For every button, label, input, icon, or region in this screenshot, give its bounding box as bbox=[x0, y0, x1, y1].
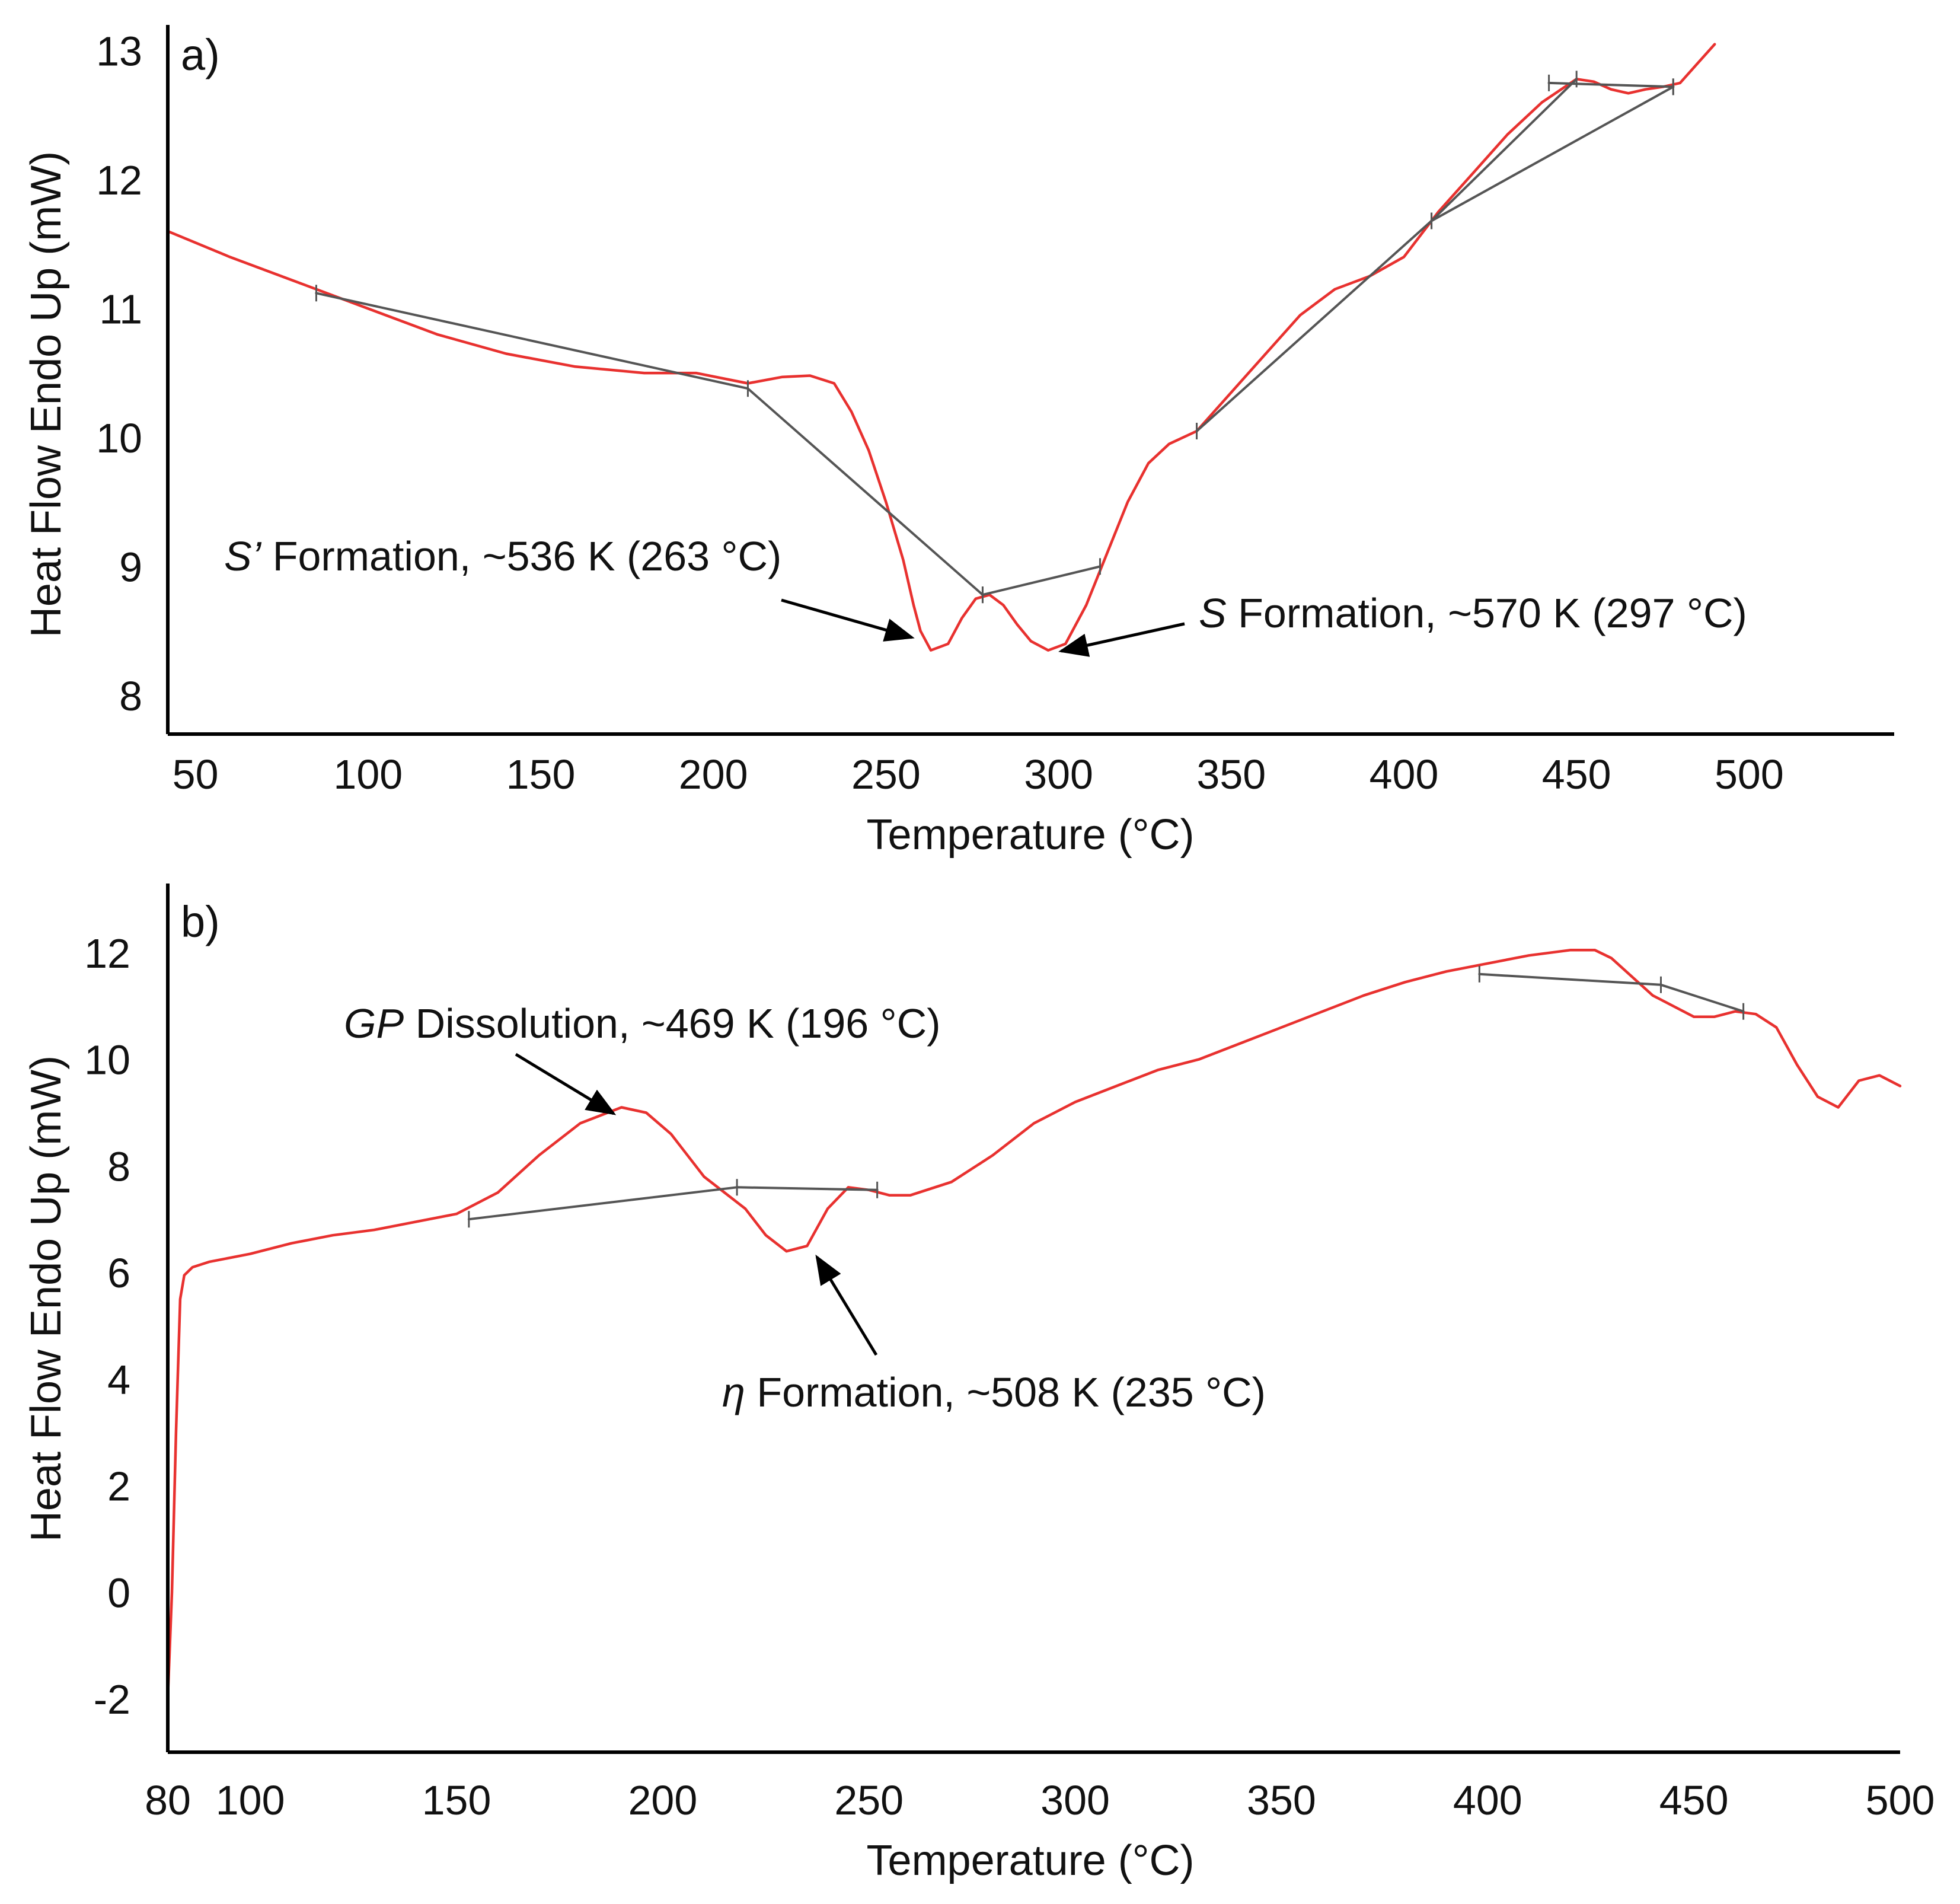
annotation-s-prime-formation: S’ Formation, ~536 K (263 °C) bbox=[224, 533, 781, 579]
panel-a-dsc-curve bbox=[166, 43, 1716, 652]
panel-a-x-tick-label: 200 bbox=[679, 751, 748, 798]
panel-b-x-axis-label: Temperature (°C) bbox=[867, 1837, 1195, 1884]
panel-b-y-tick-label: 12 bbox=[84, 930, 130, 977]
panel-a-x-tick-label: 100 bbox=[333, 751, 403, 798]
annotation-gp-symbol: GP bbox=[344, 1000, 404, 1047]
panel-b-label: b) bbox=[181, 897, 220, 946]
panel-a-y-tick-label: 11 bbox=[99, 286, 142, 332]
panel-a-x-tick-label: 150 bbox=[506, 751, 576, 798]
annotation-s-prime-symbol: S’ bbox=[224, 533, 262, 579]
panel-a-x-tick-label: 500 bbox=[1715, 751, 1784, 798]
panel-b-y-tick-label: 8 bbox=[107, 1143, 130, 1189]
panel-a-x-tick-label: 350 bbox=[1196, 751, 1266, 798]
panel-a-y-tick-label: 8 bbox=[119, 673, 142, 719]
annotation-s-text: Formation, ~570 K (297 °C) bbox=[1227, 590, 1747, 636]
panel-a-x-tick-label: 250 bbox=[851, 751, 921, 798]
panel-b-x-tick-label: 350 bbox=[1247, 1777, 1316, 1823]
panel-b-x-tick-label: 250 bbox=[834, 1777, 904, 1823]
panel-b-y-tick-label: 10 bbox=[84, 1037, 130, 1083]
panel-b-x-tick-label: 300 bbox=[1040, 1777, 1110, 1823]
panel-a-plot-area bbox=[166, 43, 1716, 652]
annotation-s-prime-arrow bbox=[781, 598, 915, 642]
panel-b-y-axis-label: Heat Flow Endo Up (mW) bbox=[23, 1055, 70, 1542]
annotation-s-prime-text: Formation, ~536 K (263 °C) bbox=[261, 533, 781, 579]
panel-a-y-tick-label: 13 bbox=[96, 28, 142, 74]
annotation-eta-formation: η Formation, ~508 K (235 °C) bbox=[722, 1369, 1266, 1415]
panel-a-x-tick-label: 300 bbox=[1024, 751, 1093, 798]
panel-b: b) -2 0 2 4 6 8 10 12 80 100 150 200 250 300 350 400 45… bbox=[23, 884, 1935, 1884]
panel-a-baseline-line bbox=[1547, 81, 1675, 88]
panel-a-baseline-line bbox=[1195, 78, 1578, 432]
annotation-gp-dissolution: GP Dissolution, ~469 K (196 °C) bbox=[344, 1000, 941, 1047]
panel-b-x-tick-label: 150 bbox=[422, 1777, 491, 1823]
panel-a-x-ticks: 50 100 150 200 250 300 350 400 450 500 bbox=[173, 751, 1784, 798]
panel-b-x-tick-label: 80 bbox=[145, 1777, 191, 1823]
panel-a-x-tick-label: 400 bbox=[1370, 751, 1439, 798]
panel-b-x-tick-label: 500 bbox=[1866, 1777, 1935, 1823]
panel-a-y-ticks: 8 9 10 11 12 13 bbox=[96, 28, 142, 719]
annotation-s-formation: S Formation, ~570 K (297 °C) bbox=[1199, 590, 1747, 636]
panel-b-y-tick-label: -2 bbox=[94, 1676, 130, 1723]
annotation-eta-arrow bbox=[815, 1254, 878, 1356]
panel-b-dsc-curve bbox=[166, 949, 1902, 1701]
panel-a-baseline-line bbox=[1430, 85, 1675, 222]
panel-a-baseline-line bbox=[981, 565, 1102, 597]
panel-b-plot-area bbox=[166, 949, 1902, 1701]
panel-b-y-ticks: -2 0 2 4 6 8 10 12 bbox=[84, 930, 130, 1723]
annotation-s-symbol: S bbox=[1199, 590, 1227, 636]
panel-a-x-tick-label: 450 bbox=[1542, 751, 1611, 798]
panel-b-x-tick-label: 400 bbox=[1453, 1777, 1522, 1823]
panel-a: a) 8 9 10 11 12 13 50 100 150 200 250 300 350 400 450… bbox=[23, 25, 1894, 859]
panel-b-x-ticks: 80 100 150 200 250 300 350 400 450 500 bbox=[145, 1777, 1935, 1823]
panel-b-x-tick-label: 200 bbox=[628, 1777, 697, 1823]
annotation-s-arrow bbox=[1058, 622, 1185, 657]
panel-b-y-tick-label: 0 bbox=[107, 1570, 130, 1616]
panel-b-y-tick-label: 2 bbox=[107, 1463, 130, 1510]
panel-a-y-axis-label: Heat Flow Endo Up (mW) bbox=[23, 151, 70, 637]
annotation-gp-text: Dissolution, ~469 K (196 °C) bbox=[404, 1000, 940, 1047]
panel-a-x-tick-label: 50 bbox=[173, 751, 219, 798]
panel-b-x-tick-label: 450 bbox=[1659, 1777, 1729, 1823]
panel-a-x-axis-label: Temperature (°C) bbox=[867, 811, 1195, 859]
annotation-gp-arrow bbox=[515, 1053, 617, 1115]
panel-a-y-tick-label: 9 bbox=[119, 544, 142, 590]
panel-b-y-tick-label: 6 bbox=[107, 1250, 130, 1296]
panel-b-y-tick-label: 4 bbox=[107, 1357, 130, 1403]
annotation-eta-text: Formation, ~508 K (235 °C) bbox=[745, 1369, 1266, 1415]
panel-a-label: a) bbox=[181, 30, 220, 79]
panel-b-x-tick-label: 100 bbox=[216, 1777, 285, 1823]
panel-a-y-tick-label: 10 bbox=[96, 415, 142, 461]
panel-b-baseline-line bbox=[467, 1186, 879, 1221]
panel-b-baseline-line bbox=[1478, 972, 1745, 1013]
panel-a-y-tick-label: 12 bbox=[96, 157, 142, 203]
annotation-eta-symbol: η bbox=[722, 1369, 745, 1415]
